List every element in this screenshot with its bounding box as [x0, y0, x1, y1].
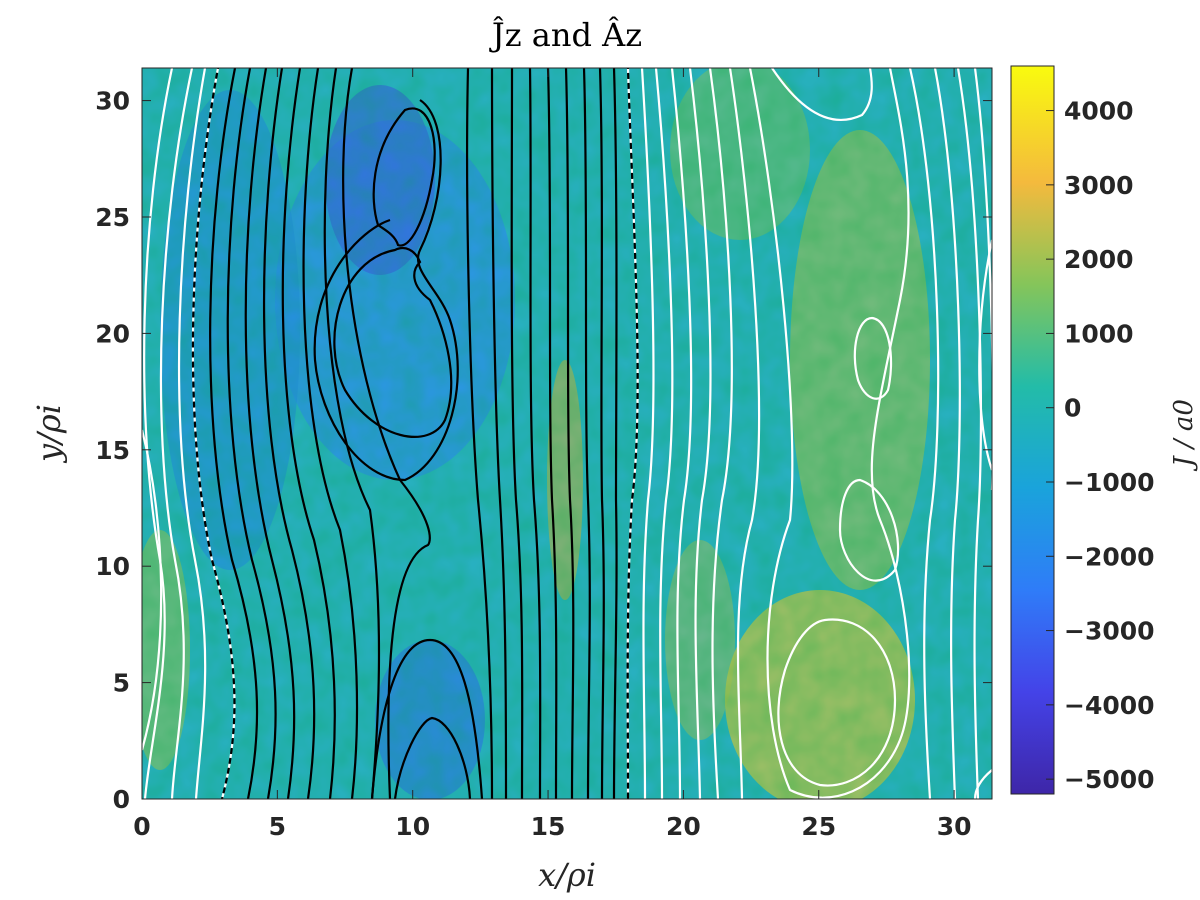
contour-positive — [908, 68, 940, 799]
y-axis-label: y/ρi — [30, 404, 68, 464]
contour-negative — [546, 68, 558, 799]
y-tick-label: 30 — [95, 87, 130, 116]
y-axis: 0 5 10 15 20 25 30 — [95, 87, 992, 814]
heatmap — [142, 68, 992, 799]
contour-separatrix — [191, 68, 236, 799]
contour-positive — [777, 618, 897, 787]
contour-positive — [933, 68, 961, 799]
y-tick-label: 20 — [95, 319, 130, 348]
colorbar-tick-label: 3000 — [1064, 171, 1134, 200]
contour-positive — [178, 68, 207, 799]
contour-negative — [313, 99, 459, 482]
x-tick-label: 5 — [269, 812, 286, 841]
contour-positive — [978, 239, 992, 471]
contour-positive — [748, 68, 911, 799]
contour-negative — [528, 68, 542, 799]
contour-positive — [670, 68, 693, 799]
contours — [142, 68, 992, 799]
contour-separatrix — [626, 68, 639, 799]
contour-negative — [342, 68, 431, 799]
contour-positive — [640, 68, 655, 799]
contour-negative — [466, 68, 494, 799]
contour-positive — [973, 769, 992, 799]
contour-negative — [372, 107, 436, 247]
chart-title: Ĵz and Âz — [489, 16, 642, 54]
colorbar-label: J / a0 — [1169, 399, 1199, 472]
contour-negative — [323, 68, 381, 799]
contour-positive — [956, 68, 983, 799]
contour-negative — [244, 68, 296, 799]
contour-positive — [708, 68, 733, 799]
contour-negative — [281, 68, 336, 799]
contour-positive — [728, 68, 761, 799]
contour-negative — [333, 246, 453, 438]
x-tick-label: 25 — [801, 812, 836, 841]
contour-positive — [688, 68, 712, 799]
contour-negative — [209, 68, 259, 799]
contour-positive — [142, 429, 163, 751]
colorbar-tick-label: −1000 — [1064, 468, 1155, 497]
contour-negative — [302, 68, 359, 799]
x-tick-label: 30 — [937, 812, 972, 841]
contour-positive — [838, 478, 900, 582]
contour-separatrix — [626, 68, 639, 799]
contour-positive — [143, 68, 174, 799]
contour-negative — [393, 716, 472, 799]
x-tick-label: 0 — [133, 812, 150, 841]
colorbar-tick-label: −5000 — [1064, 765, 1155, 794]
contour-positive — [654, 68, 674, 799]
y-tick-label: 10 — [95, 552, 130, 581]
contour-positive — [159, 68, 194, 799]
contour-negative — [370, 638, 484, 799]
contour-negative — [564, 68, 575, 799]
x-axis: 0 5 10 15 20 25 30 — [133, 68, 972, 841]
x-tick-label: 15 — [531, 812, 566, 841]
contour-positive — [853, 316, 893, 400]
y-tick-label: 5 — [113, 669, 130, 698]
x-tick-label: 20 — [666, 812, 701, 841]
plot-frame — [141, 67, 993, 800]
contour-separatrix — [191, 68, 236, 799]
y-tick-label: 15 — [95, 436, 130, 465]
contour-negative — [226, 68, 277, 799]
contour-negative — [612, 68, 618, 799]
colorbar-tick-label: 2000 — [1064, 245, 1134, 274]
y-tick-label: 25 — [95, 203, 130, 232]
colorbar-tick-label: 0 — [1064, 394, 1081, 423]
contour-negative — [262, 68, 316, 799]
colorbar — [1010, 65, 1055, 795]
x-tick-label: 10 — [395, 812, 430, 841]
colorbar-tick-label: −2000 — [1064, 542, 1155, 571]
colorbar-ticks: 4000 3000 2000 1000 0 −1000 −2000 −3000 −4000 −50… — [1046, 97, 1155, 794]
contour-negative — [598, 68, 605, 799]
contour-positive — [771, 68, 873, 121]
colorbar-tick-label: −4000 — [1064, 691, 1155, 720]
contour-negative — [582, 68, 591, 799]
contour-positive — [973, 68, 992, 490]
colorbar-tick-label: −3000 — [1064, 617, 1155, 646]
y-tick-label: 0 — [113, 785, 130, 814]
contour-negative — [490, 68, 508, 799]
colorbar-tick-label: 1000 — [1064, 319, 1134, 348]
colorbar-tick-label: 4000 — [1064, 97, 1134, 126]
x-axis-label: x/ρi — [538, 856, 596, 894]
contour-negative — [510, 68, 524, 799]
